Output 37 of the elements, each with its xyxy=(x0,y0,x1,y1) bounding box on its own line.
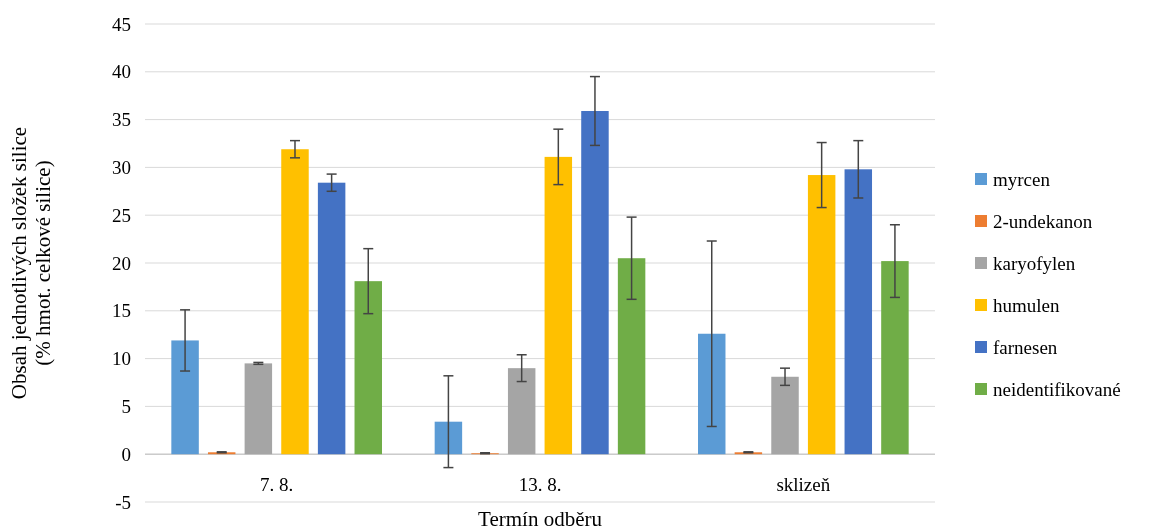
legend-label: neidentifikované xyxy=(993,378,1121,400)
x-tick-label: 7. 8. xyxy=(260,473,294,495)
bar xyxy=(317,182,346,455)
legend-label: 2-undekanon xyxy=(993,210,1093,232)
x-axis-title: Termín odběru xyxy=(478,507,603,531)
bar xyxy=(771,376,799,455)
bar xyxy=(698,333,726,455)
bar xyxy=(807,175,836,455)
bar xyxy=(507,368,536,455)
y-tick-label: 30 xyxy=(112,156,131,178)
y-tick-label: 10 xyxy=(112,348,131,370)
bar xyxy=(354,281,382,455)
y-tick-label: 25 xyxy=(112,204,131,226)
y-axis-title: Obsah jednotlivých složek silice (% hmot. celkové silice) xyxy=(7,126,55,400)
legend-label: humulen xyxy=(993,294,1060,316)
x-tick-label: 13. 8. xyxy=(518,473,562,495)
y-tick-label: 45 xyxy=(112,13,131,35)
bar xyxy=(281,149,309,455)
bar xyxy=(617,258,646,455)
bar xyxy=(544,156,573,455)
y-tick-label: 20 xyxy=(112,252,131,274)
y-tick-label: 35 xyxy=(112,109,131,131)
bar xyxy=(881,261,909,455)
y-tick-label: -5 xyxy=(115,491,131,513)
legend-label: farnesen xyxy=(993,336,1058,358)
y-tick-label: 15 xyxy=(112,300,131,322)
x-tick-label: sklizeň xyxy=(776,473,831,495)
legend-label: karyofylen xyxy=(993,252,1076,274)
y-tick-label: 0 xyxy=(121,443,131,465)
y-tick-label: 5 xyxy=(121,395,131,417)
bar xyxy=(244,363,273,455)
y-tick-label: 40 xyxy=(112,61,131,83)
bar xyxy=(434,421,463,455)
bar xyxy=(171,340,199,455)
bar xyxy=(581,111,609,455)
legend-label: myrcen xyxy=(993,168,1051,190)
bar xyxy=(844,169,873,455)
